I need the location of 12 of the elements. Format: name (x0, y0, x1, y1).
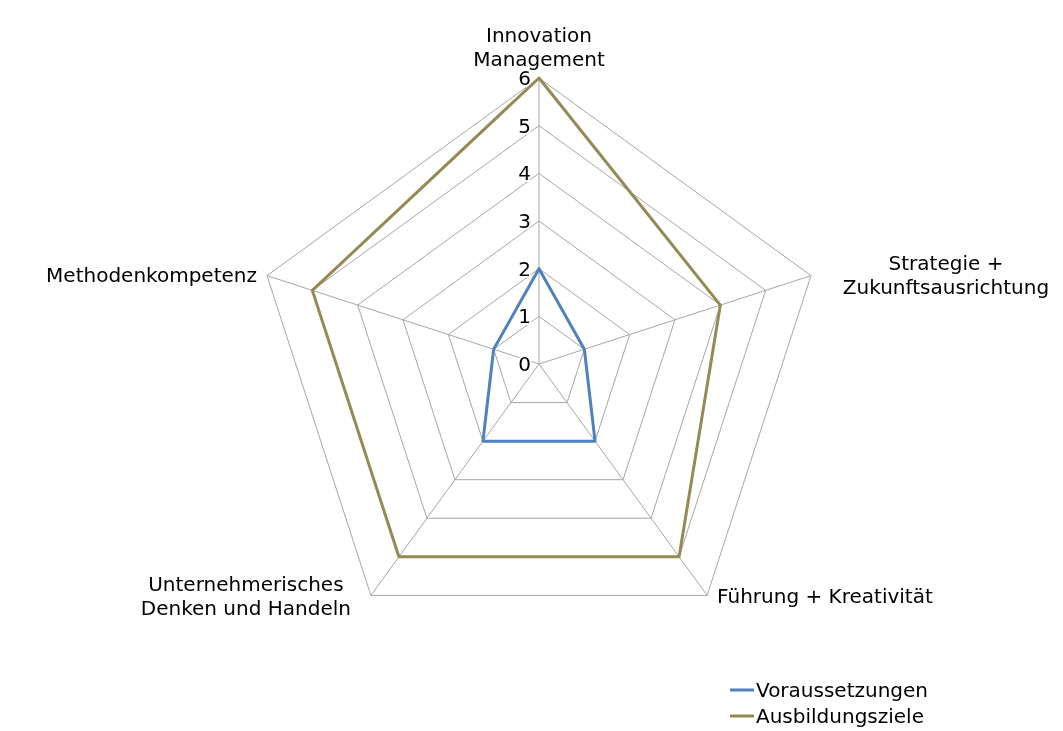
y-tick-label: 4 (518, 161, 531, 186)
y-tick-label: 5 (518, 113, 531, 138)
spoke-label: Methodenkompetenz (46, 262, 257, 287)
spoke-label: Unternehmerisches Denken und Handeln (140, 572, 351, 621)
y-tick-label: 0 (518, 352, 531, 376)
legend-label: Ausbildungsziele (756, 704, 924, 728)
spoke-label: Strategie + Zukunftsausrichtung (842, 250, 1050, 299)
spoke-label: Führung + Kreativität (717, 584, 933, 609)
y-tick-label: 1 (518, 304, 531, 329)
legend-label: Voraussetzungen (756, 678, 929, 702)
y-tick-label: 2 (518, 256, 531, 281)
y-tick-label: 3 (518, 209, 531, 233)
